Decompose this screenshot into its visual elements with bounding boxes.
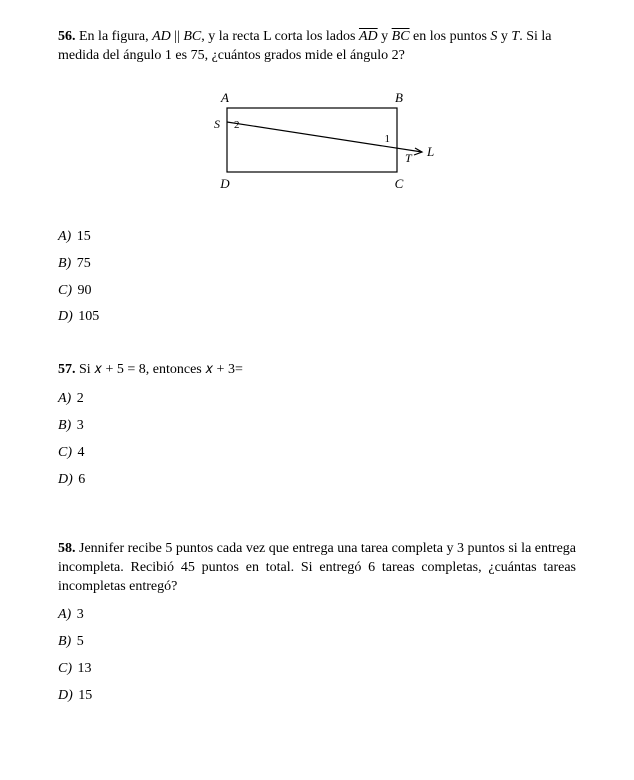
q58-prompt: 58. Jennifer recibe 5 puntos cada vez qu… [58,540,576,597]
q56-text-2: , y la recta L corta los lados [201,29,359,44]
label-angle2: 2 [234,119,240,131]
q56-text-1: En la figura, [79,29,152,44]
question-58: 58. Jennifer recibe 5 puntos cada vez qu… [58,540,576,706]
q57-opt-D: D) 6 [58,471,576,490]
q56-seg-BC: BC [392,29,410,44]
q56-and: y [378,29,392,44]
q56-opt-C: C) 90 [58,282,576,301]
q58-number: 58. [58,541,76,556]
q56-y: y [497,29,511,44]
q57-opt-B: B) 3 [58,417,576,436]
label-angle1: 1 [385,133,391,145]
q57-opt-C: C) 4 [58,444,576,463]
q57-number: 57. [58,362,76,377]
q56-BC1: BC [183,29,201,44]
line-L [227,122,422,152]
q58-opt-C: C) 13 [58,660,576,679]
label-D: D [219,176,230,191]
question-56: 56. En la figura, AD || BC, y la recta L… [58,28,576,327]
q57-text: Si 𝑥 + 5 = 8, entonces 𝑥 + 3= [79,362,243,377]
label-A: A [220,90,229,105]
q56-svg: A B C D S 2 1 T L [187,84,447,204]
q58-opt-A: A) 3 [58,606,576,625]
q56-AD1: AD [152,29,171,44]
q56-number: 56. [58,29,76,44]
label-L: L [426,144,434,159]
page: 56. En la figura, AD || BC, y la recta L… [0,0,634,780]
q58-text: Jennifer recibe 5 puntos cada vez que en… [58,541,576,594]
q56-figure: A B C D S 2 1 T L [58,84,576,204]
q58-opt-B: B) 5 [58,633,576,652]
q56-opt-D: D) 105 [58,308,576,327]
q57-options: A) 2 B) 3 C) 4 D) 6 [58,390,576,490]
rect-abcd [227,108,397,172]
label-T: T [405,151,413,165]
q58-opt-D: D) 15 [58,687,576,706]
question-57: 57. Si 𝑥 + 5 = 8, entonces 𝑥 + 3= A) 2 B… [58,361,576,489]
q58-options: A) 3 B) 5 C) 13 D) 15 [58,606,576,706]
q57-opt-A: A) 2 [58,390,576,409]
q56-prompt: 56. En la figura, AD || BC, y la recta L… [58,28,576,66]
q56-seg-AD: AD [359,29,378,44]
q57-prompt: 57. Si 𝑥 + 5 = 8, entonces 𝑥 + 3= [58,361,576,380]
q56-par: || [171,29,184,44]
label-C: C [395,176,404,191]
label-B: B [395,90,403,105]
label-S: S [214,117,220,131]
q56-text-3: en los puntos [410,29,491,44]
q56-options: A) 15 B) 75 C) 90 D) 105 [58,228,576,328]
q56-opt-A: A) 15 [58,228,576,247]
q56-opt-B: B) 75 [58,255,576,274]
